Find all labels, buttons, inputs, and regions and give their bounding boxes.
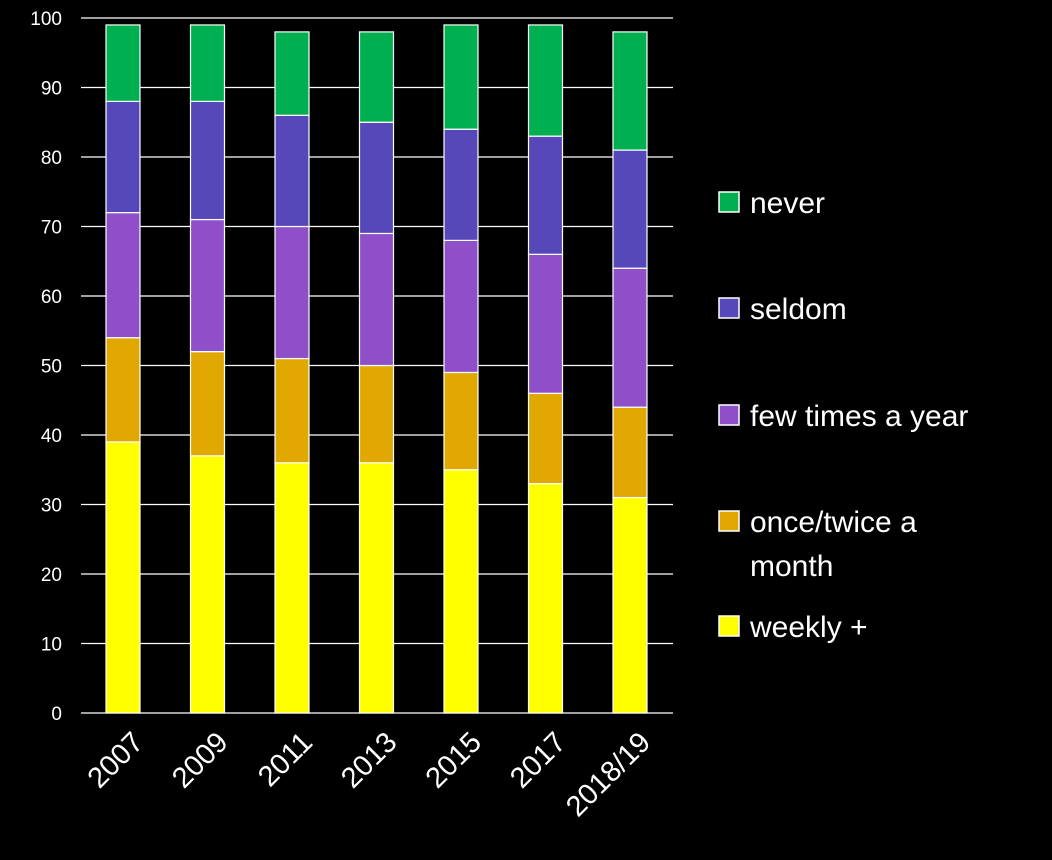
bar-segment xyxy=(105,337,141,443)
y-tick-label: 90 xyxy=(41,79,62,100)
bar-segment xyxy=(612,496,648,714)
bars-layer xyxy=(105,24,648,714)
x-tick-label: 2009 xyxy=(166,726,234,794)
y-tick-label: 20 xyxy=(41,565,62,586)
bar-segment xyxy=(527,135,564,255)
bar-segment xyxy=(358,232,395,367)
bar-segment xyxy=(612,267,648,408)
y-tick-label: 50 xyxy=(41,357,62,378)
bar-segment xyxy=(358,31,395,123)
bar-stack-2007 xyxy=(105,24,141,714)
y-tick-label: 80 xyxy=(41,148,62,169)
bar-segment xyxy=(274,114,310,228)
legend-swatch xyxy=(718,297,740,319)
bar-segment xyxy=(105,212,141,339)
bar-stack-2013 xyxy=(358,31,395,714)
bar-segment xyxy=(189,100,226,221)
bar-segment xyxy=(105,100,141,214)
bar-segment xyxy=(443,469,479,714)
y-tick-label: 70 xyxy=(41,218,62,239)
bar-segment xyxy=(527,392,564,485)
legend-swatch xyxy=(718,510,740,532)
bar-stack-2018/19 xyxy=(612,31,648,714)
legend-swatch xyxy=(718,191,740,213)
legend-swatch xyxy=(718,404,740,426)
bar-segment xyxy=(527,24,564,137)
bar-segment xyxy=(612,406,648,499)
bar-segment xyxy=(527,483,564,714)
bar-stack-2015 xyxy=(443,24,479,714)
legend-item: weekly + xyxy=(718,611,868,644)
bar-stack-2011 xyxy=(274,31,310,714)
legend-item: few times a year xyxy=(718,400,968,433)
bar-segment xyxy=(189,455,226,714)
bar-segment xyxy=(274,31,310,116)
x-tick-label: 2013 xyxy=(335,726,403,794)
y-tick-label: 0 xyxy=(51,704,62,725)
bar-segment xyxy=(105,24,141,102)
bar-segment xyxy=(189,218,226,353)
bar-segment xyxy=(358,121,395,235)
y-tick-label: 100 xyxy=(30,9,62,30)
legend-swatch xyxy=(718,615,740,637)
x-tick-label: 2007 xyxy=(82,726,150,794)
bar-segment xyxy=(274,462,310,714)
x-tick-label: 2017 xyxy=(504,726,572,794)
x-tick-label: 2011 xyxy=(252,726,319,793)
bar-segment xyxy=(189,24,226,102)
bar-segment xyxy=(527,253,564,394)
legend-label: seldom xyxy=(750,293,847,326)
bar-segment xyxy=(274,357,310,464)
x-tick-label: 2015 xyxy=(420,726,488,794)
bar-segment xyxy=(443,128,479,241)
bar-segment xyxy=(443,371,479,471)
bar-segment xyxy=(274,225,310,360)
bar-segment xyxy=(612,31,648,151)
bar-segment xyxy=(443,239,479,374)
bar-segment xyxy=(612,149,648,269)
bar-segment xyxy=(189,351,226,457)
bar-segment xyxy=(358,462,395,714)
legend-item: never xyxy=(718,187,825,220)
y-tick-label: 10 xyxy=(41,635,62,656)
y-tick-label: 40 xyxy=(41,426,62,447)
y-axis-ticks: 0 10 20 30 40 50 60 70 80 90 100 xyxy=(30,9,62,725)
x-tick-label: 2018/19 xyxy=(560,726,657,823)
bar-stack-2017 xyxy=(527,24,564,714)
legend-item: seldom xyxy=(718,293,847,326)
bar-segment xyxy=(358,364,395,464)
bar-segment xyxy=(443,24,479,130)
legend-label: never xyxy=(750,187,825,220)
bar-segment xyxy=(105,441,141,714)
legend-label: few times a year xyxy=(750,400,968,433)
legend-label: weekly + xyxy=(749,611,868,644)
y-tick-label: 30 xyxy=(41,496,62,517)
y-tick-label: 60 xyxy=(41,287,62,308)
bar-stack-2009 xyxy=(189,24,226,714)
legend-item: once/twice a month xyxy=(718,506,917,583)
legend-label: once/twice a month xyxy=(750,506,917,583)
